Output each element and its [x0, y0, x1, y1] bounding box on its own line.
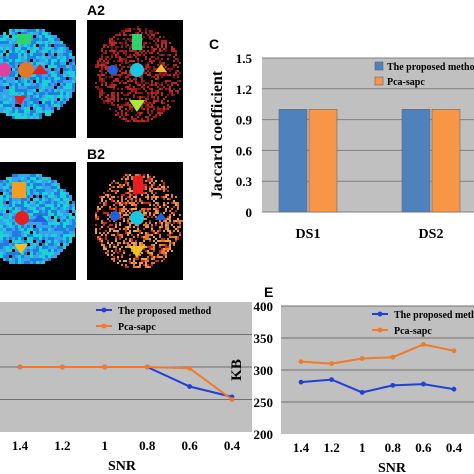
blue-region: [108, 65, 118, 75]
data-point: [187, 365, 193, 371]
blue-triangle: [155, 212, 167, 220]
y-tick-label: 0: [246, 205, 253, 220]
data-point: [390, 354, 396, 360]
brain-image-a1: [0, 20, 76, 138]
red-region: [133, 176, 143, 194]
legend-marker: [377, 327, 383, 333]
x-axis-label: SNR: [108, 459, 137, 474]
x-tick-label: 1.4: [293, 440, 310, 455]
green-region: [17, 34, 31, 44]
orange-region: [18, 62, 34, 78]
x-tick-label: 1: [359, 440, 366, 455]
panel-label-b2: B2: [87, 146, 105, 162]
x-tick-label: 0.4: [224, 438, 241, 453]
data-point: [102, 364, 108, 370]
y-tick-label: 0.9: [236, 113, 253, 128]
legend-label: Pca-sapc: [394, 326, 432, 337]
y-tick-label: 1.5: [236, 51, 253, 66]
legend-label: The proposed method: [394, 310, 474, 321]
bar: [278, 109, 308, 213]
red-heart: [14, 96, 26, 106]
brain-image-a2: [87, 20, 183, 138]
y-tick-label: 350: [254, 331, 274, 346]
legend-marker: [101, 307, 107, 313]
bar: [308, 109, 338, 213]
cyan-region: [130, 211, 144, 225]
y-tick-label: 300: [254, 363, 274, 378]
data-point: [144, 364, 150, 370]
x-tick-label: 1.2: [323, 440, 339, 455]
legend-swatch: [374, 61, 384, 71]
red-region: [15, 211, 29, 225]
red-triangle: [32, 64, 48, 74]
magenta-region: [0, 63, 11, 77]
legend-label: The proposed method: [387, 62, 474, 73]
x-tick-label: 0.6: [415, 440, 432, 455]
data-point: [17, 364, 23, 370]
data-point: [421, 381, 426, 387]
green-heart: [129, 100, 145, 112]
x-tick-label: 0.8: [385, 440, 402, 455]
data-point: [390, 382, 396, 388]
yellow-heart: [14, 244, 28, 254]
y-axis-label: KB: [229, 359, 245, 381]
yellow-triangle: [155, 64, 167, 72]
series-line: [300, 378, 455, 394]
legend-label: Pca-sapc: [118, 322, 156, 333]
legend-marker: [377, 311, 383, 317]
y-tick-label: 0.3: [236, 174, 253, 189]
brain-image-b1: [0, 162, 76, 280]
x-tick-label: DS1: [296, 227, 321, 242]
blue-triangle: [32, 214, 48, 222]
data-point: [298, 359, 304, 365]
y-tick-label: 400: [254, 299, 274, 314]
legend-label: The proposed method: [118, 306, 212, 317]
data-point: [359, 356, 365, 361]
legend-label: Pca-sapc: [387, 77, 425, 88]
data-point: [229, 397, 235, 402]
x-tick-label: 1.2: [54, 438, 70, 453]
x-tick-label: DS2: [419, 227, 444, 242]
data-point: [60, 364, 65, 370]
x-tick-label: 1: [102, 438, 109, 453]
data-point: [451, 386, 457, 392]
x-tick-label: 0.4: [446, 440, 463, 455]
x-tick-label: 0.6: [181, 438, 198, 453]
bar: [401, 109, 431, 213]
data-point: [451, 348, 457, 354]
data-point: [359, 390, 365, 395]
data-point: [298, 379, 304, 385]
data-point: [187, 384, 193, 389]
yellow-heart: [129, 246, 145, 258]
x-axis-label: SNR: [378, 461, 407, 474]
yellow-region: [12, 182, 26, 198]
data-point: [329, 377, 334, 382]
y-tick-label: 250: [254, 395, 274, 410]
bar: [431, 109, 461, 213]
panel-label-c: C: [209, 36, 220, 52]
y-tick-label: 0.6: [236, 143, 253, 158]
legend-marker: [101, 323, 107, 329]
brain-image-b2: [87, 162, 183, 280]
data-point: [329, 361, 334, 366]
series-line: [20, 366, 233, 401]
x-tick-label: 1.4: [12, 438, 29, 453]
y-tick-label: 1.2: [236, 82, 252, 97]
data-point: [421, 342, 426, 347]
y-tick-label: 200: [254, 427, 274, 442]
panel-label-a2: A2: [87, 2, 105, 18]
series-line: [300, 343, 455, 365]
y-axis-label: Jaccard coefficient: [209, 70, 226, 199]
panel-label-e: E: [264, 284, 274, 300]
blue-region: [110, 211, 120, 221]
legend-swatch: [374, 76, 384, 86]
green-region: [132, 34, 142, 50]
cyan-region: [130, 63, 144, 77]
x-tick-label: 0.8: [139, 438, 156, 453]
